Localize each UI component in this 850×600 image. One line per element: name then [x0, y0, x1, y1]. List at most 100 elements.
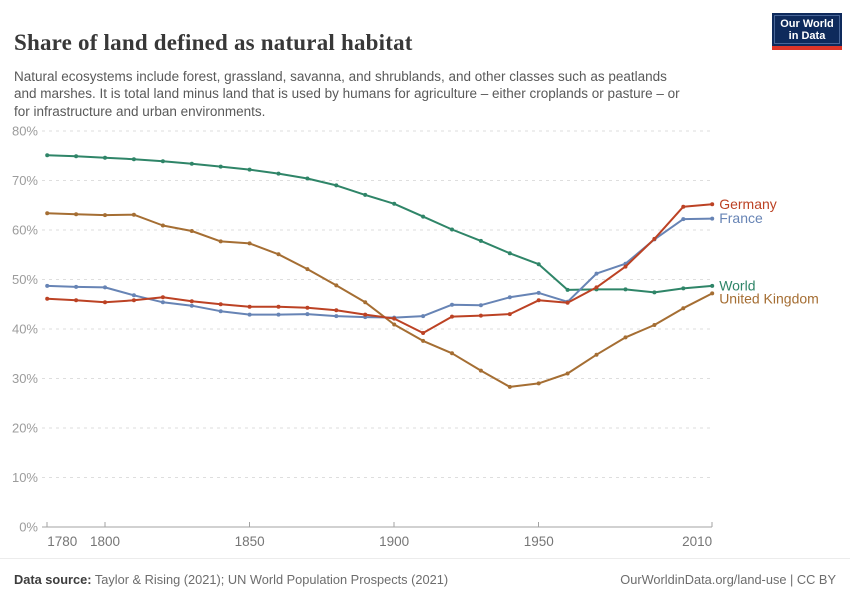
- series-point-world-2010: [710, 283, 715, 288]
- series-point-united-kingdom-1990: [652, 323, 657, 327]
- series-point-france-1840: [218, 309, 223, 314]
- series-point-united-kingdom-1890: [363, 300, 368, 305]
- series-point-france-1940: [507, 295, 512, 300]
- x-axis-label-1780: 1780: [47, 534, 77, 549]
- series-point-world-1840: [218, 164, 223, 169]
- series-point-germany-1940: [507, 312, 512, 317]
- series-point-germany-1890: [363, 312, 368, 317]
- series-point-germany-1780: [45, 296, 50, 301]
- series-label-germany: Germany: [719, 196, 777, 212]
- series-point-france-1850: [247, 312, 252, 317]
- series-point-france-1870: [305, 312, 310, 317]
- y-axis-label-70: 70%: [12, 173, 38, 188]
- series-point-france-1970: [594, 271, 599, 276]
- series-label-world: World: [719, 277, 755, 293]
- series-point-world-1910: [421, 214, 426, 219]
- x-axis-label-1950: 1950: [524, 534, 554, 549]
- data-source-value: Taylor & Rising (2021); UN World Populat…: [91, 571, 449, 587]
- series-point-world-1870: [305, 176, 310, 181]
- series-point-france-1860: [276, 312, 281, 317]
- series-point-germany-1990: [652, 236, 657, 241]
- series-point-france-1950: [536, 290, 541, 295]
- series-point-germany-1910: [421, 331, 426, 335]
- series-point-france-1810: [131, 293, 136, 298]
- series-point-world-1810: [131, 157, 136, 162]
- series-point-united-kingdom-1790: [74, 212, 79, 217]
- series-point-france-1780: [45, 283, 50, 288]
- owid-logo-line2: in Data: [788, 29, 826, 42]
- series-point-france-1930: [478, 303, 483, 308]
- series-point-france-1910: [421, 314, 426, 319]
- series-point-germany-1980: [623, 264, 628, 269]
- series-point-world-1930: [478, 238, 483, 243]
- series-point-world-1950: [536, 262, 541, 267]
- series-point-france-1920: [450, 302, 454, 307]
- series-point-germany-1880: [334, 308, 339, 313]
- series-point-world-1920: [450, 227, 454, 232]
- chart-footer: Data source: Taylor & Rising (2021); UN …: [0, 558, 850, 599]
- series-point-world-1880: [334, 183, 339, 188]
- series-point-world-1860: [276, 171, 281, 176]
- y-axis-label-30: 30%: [12, 371, 38, 386]
- series-point-germany-1840: [218, 302, 223, 307]
- series-label-united-kingdom: United Kingdom: [719, 290, 819, 306]
- series-point-united-kingdom-1980: [623, 335, 628, 340]
- series-point-germany-1900: [392, 316, 397, 321]
- series-point-united-kingdom-1900: [392, 322, 397, 327]
- series-point-united-kingdom-1970: [594, 352, 599, 357]
- x-axis-label-1850: 1850: [235, 534, 265, 549]
- x-axis-label-1800: 1800: [90, 534, 120, 549]
- series-line-france: [46, 217, 714, 319]
- series-point-united-kingdom-1920: [450, 351, 454, 356]
- series-point-germany-1790: [74, 298, 79, 303]
- series-point-united-kingdom-1830: [189, 229, 194, 233]
- series-point-united-kingdom-1860: [276, 252, 281, 257]
- owid-logo[interactable]: Our World in Data: [772, 13, 842, 50]
- y-axis-label-10: 10%: [12, 470, 38, 485]
- y-axis-label-40: 40%: [12, 322, 38, 337]
- series-point-france-2000: [681, 217, 686, 222]
- series-point-world-1990: [652, 290, 657, 295]
- series-line-germany: [46, 203, 714, 334]
- series-point-germany-1830: [189, 299, 194, 304]
- y-axis-label-20: 20%: [12, 421, 38, 436]
- owid-logo-box: Our World in Data: [772, 13, 842, 46]
- series-point-united-kingdom-2010: [710, 291, 715, 296]
- series-point-united-kingdom-2000: [681, 306, 686, 311]
- series-point-germany-1920: [450, 314, 454, 319]
- series-point-world-1780: [45, 153, 50, 158]
- chart-subtitle: Natural ecosystems include forest, grass…: [14, 68, 680, 119]
- x-axis-label-1900: 1900: [379, 534, 409, 549]
- series-point-germany-2000: [681, 204, 686, 209]
- series-point-germany-1870: [305, 305, 310, 310]
- series-point-germany-1800: [103, 300, 107, 305]
- series-point-germany-2010: [710, 202, 715, 207]
- series-point-world-2000: [681, 286, 686, 291]
- series-point-germany-1810: [131, 298, 136, 303]
- series-point-world-1820: [160, 159, 165, 164]
- y-axis-label-50: 50%: [12, 272, 38, 287]
- series-point-world-1850: [247, 167, 252, 172]
- page-title: Share of land defined as natural habitat: [14, 30, 413, 56]
- series-point-united-kingdom-1910: [421, 338, 426, 343]
- owid-logo-stripe: [772, 46, 842, 50]
- series-point-germany-1860: [276, 304, 281, 309]
- y-axis-label-0: 0%: [19, 520, 38, 535]
- series-point-germany-1960: [565, 300, 570, 305]
- series-point-united-kingdom-1800: [103, 213, 107, 218]
- series-point-world-1800: [103, 155, 107, 160]
- series-point-united-kingdom-1850: [247, 241, 252, 246]
- owid-url-link[interactable]: OurWorldinData.org/land-use | CC BY: [620, 571, 836, 587]
- series-point-france-2010: [710, 216, 715, 221]
- series-point-germany-1930: [478, 313, 483, 318]
- series-point-france-1800: [103, 285, 107, 290]
- series-point-united-kingdom-1950: [536, 381, 541, 386]
- series-line-united-kingdom: [46, 212, 714, 388]
- series-point-world-1830: [189, 161, 194, 166]
- series-point-world-1960: [565, 287, 570, 292]
- series-point-world-1790: [74, 154, 79, 159]
- series-point-united-kingdom-1820: [160, 223, 165, 228]
- series-label-france: France: [719, 210, 763, 226]
- series-point-united-kingdom-1880: [334, 283, 339, 288]
